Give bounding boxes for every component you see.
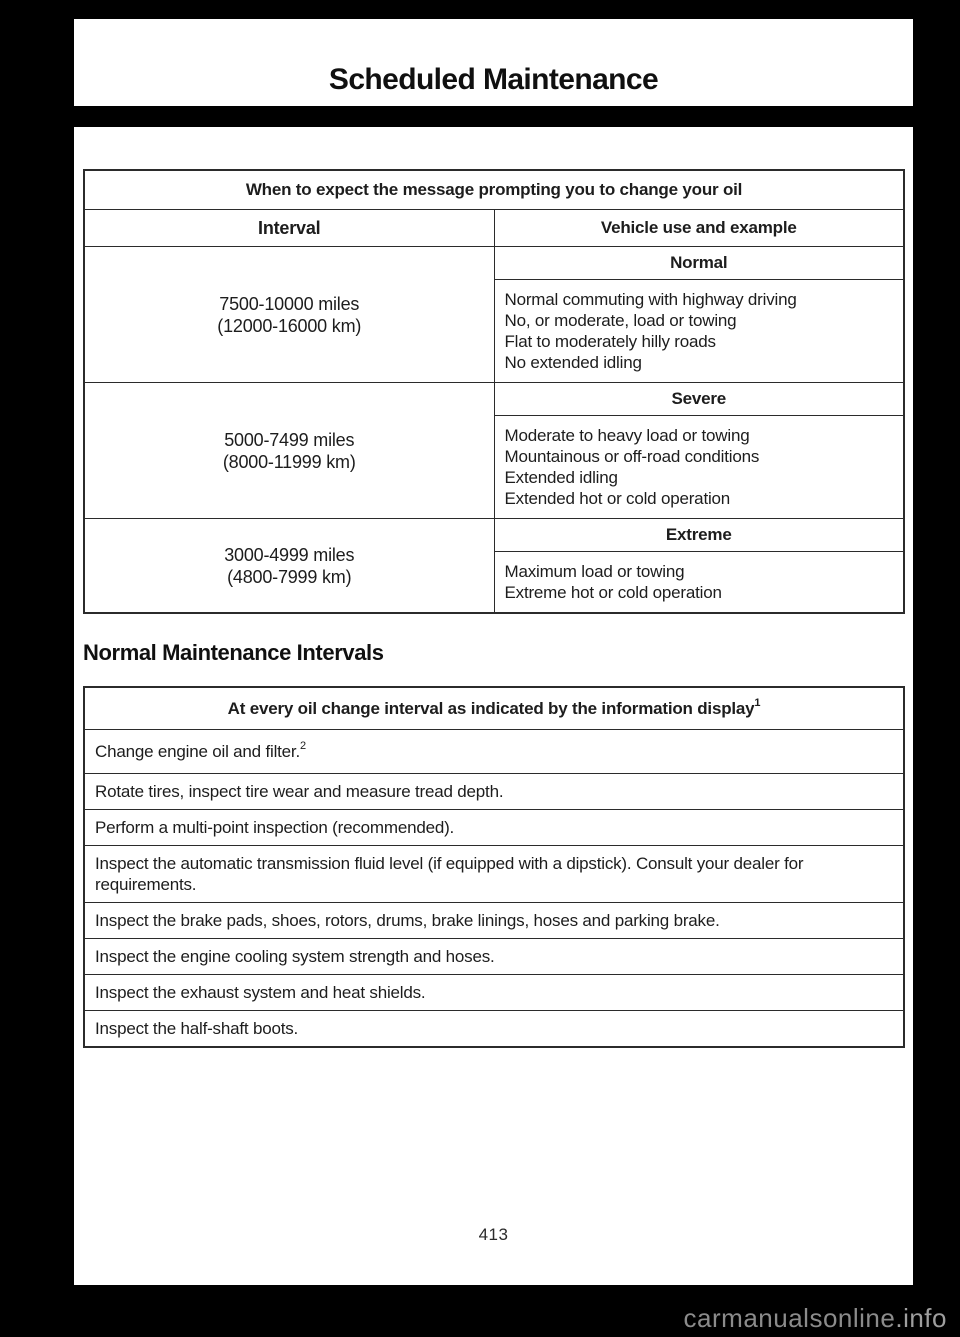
maintenance-item: Inspect the brake pads, shoes, rotors, d… bbox=[83, 902, 905, 939]
maintenance-item: Rotate tires, inspect tire wear and meas… bbox=[83, 773, 905, 810]
usage-item: No extended idling bbox=[504, 353, 642, 372]
column-header-usage: Vehicle use and example bbox=[493, 209, 905, 247]
table-row: Inspect the exhaust system and heat shie… bbox=[83, 974, 905, 1011]
interval-miles: 5000-7499 miles bbox=[224, 429, 355, 450]
usage-items: Normal commuting with highway driving No… bbox=[495, 280, 904, 382]
usage-cell: Extreme Maximum load or towing Extreme h… bbox=[493, 518, 905, 614]
watermark-bar: carmanualsonline.info bbox=[0, 1285, 960, 1337]
table-row: Perform a multi-point inspection (recomm… bbox=[83, 809, 905, 846]
section-heading-normal-maintenance-intervals: Normal Maintenance Intervals bbox=[83, 640, 384, 665]
maintenance-item: Change engine oil and filter.2 bbox=[83, 729, 905, 774]
table-row: Inspect the half-shaft boots. bbox=[83, 1010, 905, 1048]
usage-item: Moderate to heavy load or towing bbox=[504, 426, 750, 445]
watermark-suffix: .info bbox=[895, 1303, 947, 1333]
table-row: Inspect the automatic transmission fluid… bbox=[83, 845, 905, 903]
table-row: When to expect the message prompting you… bbox=[83, 169, 905, 210]
usage-cell: Severe Moderate to heavy load or towing … bbox=[493, 382, 905, 519]
interval-value: 7500-10000 miles (12000-16000 km) bbox=[83, 246, 495, 383]
interval-value: 5000-7499 miles (8000-11999 km) bbox=[83, 382, 495, 519]
maintenance-item: Inspect the half-shaft boots. bbox=[83, 1010, 905, 1048]
usage-item: Normal commuting with highway driving bbox=[504, 290, 797, 309]
usage-item: Flat to moderately hilly roads bbox=[504, 332, 717, 351]
usage-item: Extreme hot or cold operation bbox=[504, 583, 722, 602]
maintenance-item: Inspect the exhaust system and heat shie… bbox=[83, 974, 905, 1011]
interval-value: 3000-4999 miles (4800-7999 km) bbox=[83, 518, 495, 614]
table-title-text: At every oil change interval as indicate… bbox=[227, 699, 755, 718]
interval-miles: 3000-4999 miles bbox=[224, 544, 355, 565]
interval-km: (4800-7999 km) bbox=[227, 566, 352, 587]
maintenance-item: Inspect the engine cooling system streng… bbox=[83, 938, 905, 975]
table-row: Interval Vehicle use and example bbox=[83, 209, 905, 247]
interval-miles: 7500-10000 miles bbox=[219, 293, 360, 314]
table-row: 5000-7499 miles (8000-11999 km) Severe M… bbox=[83, 382, 905, 519]
normal-maintenance-table: At every oil change interval as indicate… bbox=[83, 686, 905, 1048]
usage-items: Maximum load or towing Extreme hot or co… bbox=[495, 552, 904, 612]
footnote-marker: 2 bbox=[299, 740, 306, 753]
table-row: 3000-4999 miles (4800-7999 km) Extreme M… bbox=[83, 518, 905, 614]
watermark-link[interactable]: carmanualsonline.info bbox=[684, 1303, 947, 1334]
table-row: At every oil change interval as indicate… bbox=[83, 686, 905, 730]
table-row: 7500-10000 miles (12000-16000 km) Normal… bbox=[83, 246, 905, 383]
page-number: 413 bbox=[478, 1225, 509, 1244]
maintenance-item: Inspect the automatic transmission fluid… bbox=[83, 845, 905, 903]
table-row: Inspect the brake pads, shoes, rotors, d… bbox=[83, 902, 905, 939]
usage-item: Extended idling bbox=[504, 468, 618, 487]
manual-page: When to expect the message prompting you… bbox=[74, 127, 913, 1285]
usage-cell: Normal Normal commuting with highway dri… bbox=[493, 246, 905, 383]
usage-category: Severe bbox=[494, 383, 903, 416]
usage-category: Extreme bbox=[494, 519, 903, 552]
table-title: When to expect the message prompting you… bbox=[83, 169, 905, 210]
usage-item: Mountainous or off-road conditions bbox=[504, 447, 760, 466]
watermark-text: carmanualsonline bbox=[683, 1303, 896, 1333]
usage-category: Normal bbox=[494, 247, 903, 280]
footnote-marker: 1 bbox=[754, 697, 761, 710]
usage-items: Moderate to heavy load or towing Mountai… bbox=[495, 416, 904, 518]
interval-km: (8000-11999 km) bbox=[222, 451, 356, 472]
table-title: At every oil change interval as indicate… bbox=[83, 686, 905, 730]
interval-km: (12000-16000 km) bbox=[217, 315, 362, 336]
column-header-interval: Interval bbox=[83, 209, 495, 247]
table-row: Inspect the engine cooling system streng… bbox=[83, 938, 905, 975]
page-title: Scheduled Maintenance bbox=[328, 63, 659, 96]
usage-item: Maximum load or towing bbox=[504, 562, 685, 581]
table-row: Change engine oil and filter.2 bbox=[83, 729, 905, 774]
table-row: Rotate tires, inspect tire wear and meas… bbox=[83, 773, 905, 810]
header-band: Scheduled Maintenance bbox=[74, 19, 913, 106]
maintenance-item-text: Change engine oil and filter. bbox=[95, 742, 300, 761]
maintenance-item: Perform a multi-point inspection (recomm… bbox=[83, 809, 905, 846]
usage-item: Extended hot or cold operation bbox=[504, 489, 731, 508]
usage-item: No, or moderate, load or towing bbox=[504, 311, 737, 330]
oil-change-interval-table: When to expect the message prompting you… bbox=[83, 169, 905, 614]
